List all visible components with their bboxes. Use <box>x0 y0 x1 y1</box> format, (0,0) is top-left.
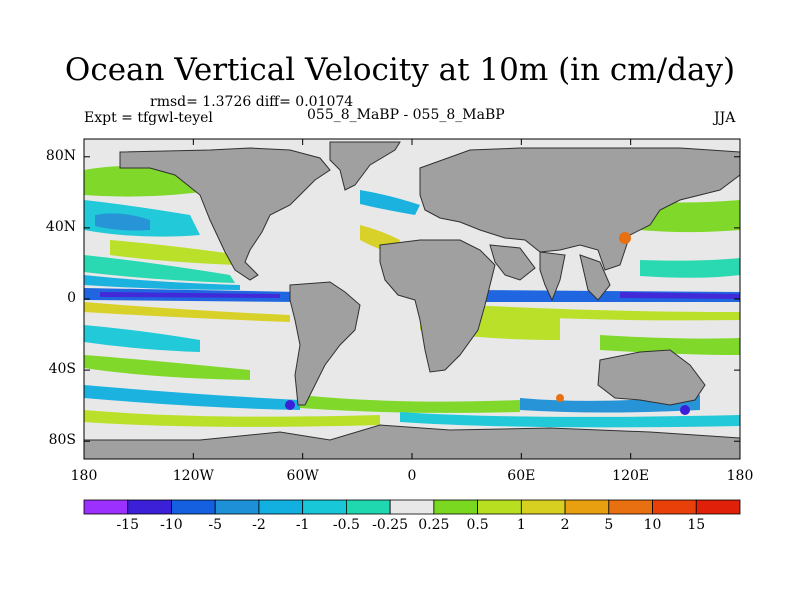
season-label: JJA <box>714 110 736 126</box>
land-mask <box>84 141 740 459</box>
colorbar-swatch <box>171 499 216 515</box>
land-antarctica <box>84 424 740 459</box>
map-title: Ocean Vertical Velocity at 10m (in cm/da… <box>64 52 736 88</box>
colorbar-swatch <box>258 499 304 515</box>
lat-label: 40S <box>48 361 76 378</box>
colorbar-label: -15 <box>116 517 139 533</box>
lon-label: 0 <box>407 468 417 484</box>
colorbar-swatch <box>695 499 741 515</box>
colorbar-label: -5 <box>208 517 222 533</box>
lon-tick-marks <box>83 139 741 459</box>
colorbar-label: -1 <box>295 517 310 533</box>
lon-label: 120E <box>612 468 650 484</box>
lat-label: 80N <box>45 147 76 164</box>
colorbar-swatch <box>389 499 435 515</box>
lat-label: 80S <box>48 432 76 449</box>
colorbar-swatch <box>214 499 260 515</box>
lon-label: 120W <box>172 468 214 484</box>
land-australia <box>597 349 706 406</box>
lon-label: 180 <box>70 468 98 484</box>
colorbar-swatch <box>127 499 172 515</box>
land-south-america <box>289 281 361 406</box>
experiment-label: Expt = tfgwl-teyel <box>84 110 213 126</box>
lat-tick-marks <box>84 156 740 442</box>
land-arabia <box>489 244 536 281</box>
case-label: 055_8_MaBP - 055_8_MaBP <box>307 107 505 123</box>
colorbar-label: -2 <box>252 517 266 533</box>
colorbar-label: 0.25 <box>418 517 450 533</box>
lat-label: 0 <box>67 290 76 306</box>
stats-text: rmsd= 1.3726 diff= 0.01074 <box>150 94 354 110</box>
land-africa <box>379 239 496 373</box>
colorbar-label: 15 <box>687 517 706 533</box>
colorbar-label: -10 <box>160 517 183 533</box>
map-field <box>84 139 740 459</box>
colorbar-swatch <box>302 499 347 515</box>
colorbar-label: -0.25 <box>372 517 409 533</box>
colorbar-swatch <box>345 499 391 515</box>
lon-label: 60E <box>507 468 536 484</box>
colorbar-swatch <box>520 499 566 515</box>
colorbar-swatch <box>652 499 697 515</box>
colorbar-label: -0.5 <box>332 517 360 533</box>
land-north-america <box>119 147 331 281</box>
colorbar-swatch <box>433 499 479 515</box>
colorbar-swatch <box>83 499 129 515</box>
lon-label: 60W <box>286 468 319 484</box>
colorbar-label: 2 <box>560 517 570 533</box>
colorbar-label: 1 <box>516 517 526 533</box>
land-eurasia <box>419 147 740 271</box>
colorbar-swatch <box>564 499 610 515</box>
colorbar-label: 5 <box>604 517 614 533</box>
colorbar-label: 0.5 <box>466 517 489 533</box>
colorbar-label: 10 <box>643 517 662 533</box>
land-greenland <box>329 141 401 191</box>
land-india <box>539 251 566 302</box>
land-southeast-asia <box>579 254 611 301</box>
field-hotspots <box>285 232 690 415</box>
lon-label: 180 <box>726 468 754 484</box>
colorbar-swatch <box>477 499 522 515</box>
colorbar <box>83 499 741 515</box>
colorbar-swatch <box>608 499 653 515</box>
lat-label: 40N <box>45 218 76 235</box>
